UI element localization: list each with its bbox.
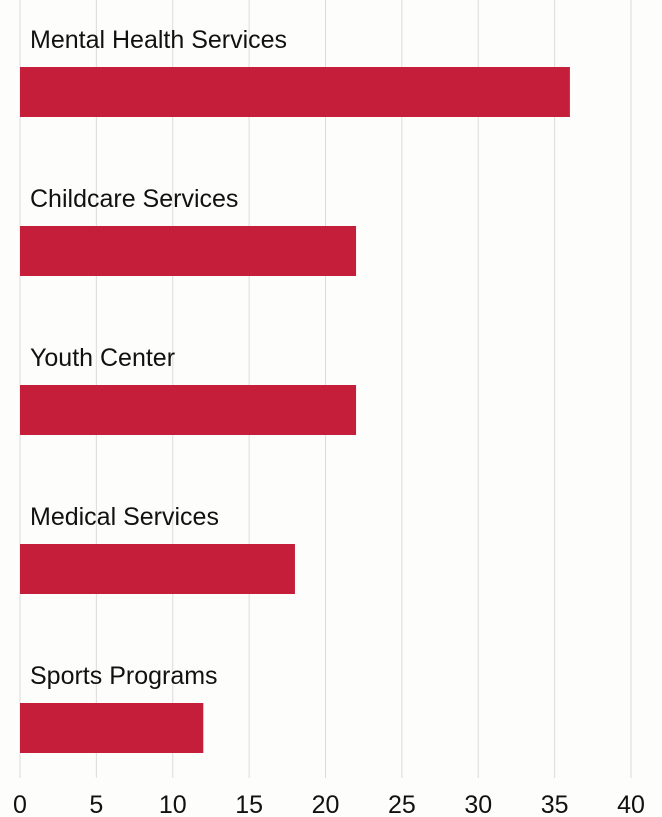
bar: [20, 226, 357, 276]
category-label: Medical Services: [30, 503, 219, 531]
x-tick-label: 5: [89, 791, 103, 817]
category-label: Childcare Services: [30, 185, 238, 213]
x-tick-label: 0: [13, 791, 27, 817]
x-axis-ticks: 0 5 10 15 20 25 30 35 40: [13, 791, 645, 817]
category-labels: Mental Health Services Childcare Services…: [30, 26, 287, 690]
category-label: Mental Health Services: [30, 26, 287, 54]
x-tick-label: 15: [235, 791, 263, 817]
x-tick-label: 20: [312, 791, 340, 817]
bars: [20, 67, 570, 753]
bar: [20, 544, 295, 594]
x-tick-label: 40: [617, 791, 645, 817]
x-tick-label: 35: [541, 791, 569, 817]
bar: [20, 385, 357, 435]
x-tick-label: 10: [159, 791, 187, 817]
category-label: Sports Programs: [30, 662, 218, 690]
bar: [20, 67, 570, 117]
x-tick-label: 30: [464, 791, 492, 817]
bar: [20, 703, 204, 753]
x-tick-label: 25: [388, 791, 416, 817]
category-label: Youth Center: [30, 344, 175, 372]
